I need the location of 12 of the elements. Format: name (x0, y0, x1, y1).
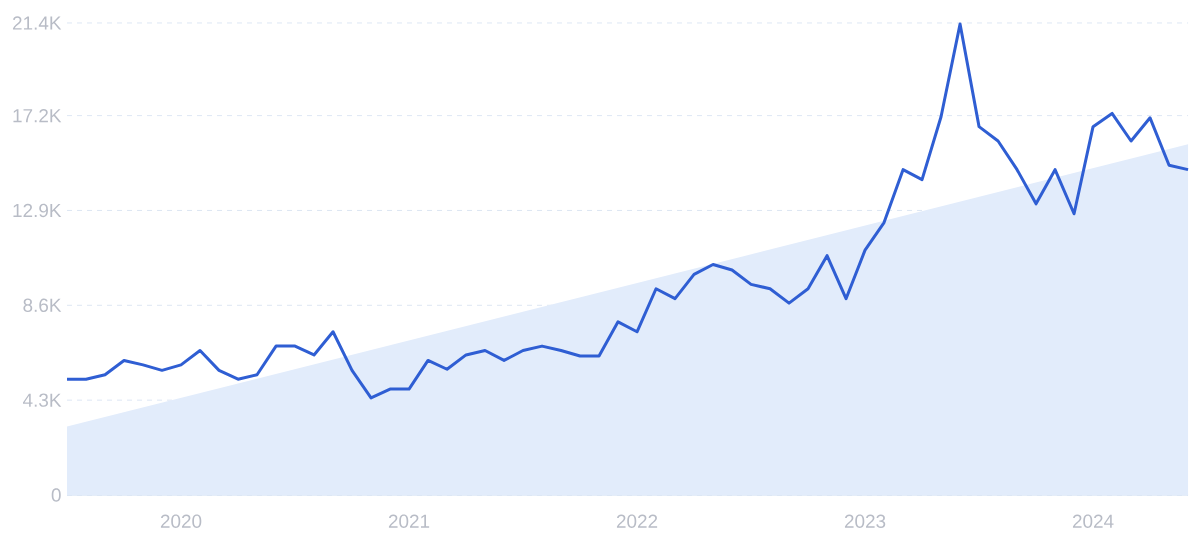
y-tick-label: 0 (51, 488, 61, 502)
x-tick-label: 2022 (616, 514, 658, 528)
x-tick-label: 2020 (160, 514, 202, 528)
y-tick-label: 12.9K (13, 203, 62, 218)
x-tick-label: 2023 (844, 514, 886, 528)
x-tick-label: 2021 (388, 514, 430, 528)
x-tick-label: 2024 (1072, 514, 1114, 528)
y-tick-label: 17.2K (13, 109, 62, 123)
y-tick-label: 8.6K (23, 298, 62, 312)
y-tick-label: 21.4K (12, 16, 62, 30)
y-tick-label: 4.3K (22, 393, 62, 407)
line-series (65, 22, 1190, 400)
